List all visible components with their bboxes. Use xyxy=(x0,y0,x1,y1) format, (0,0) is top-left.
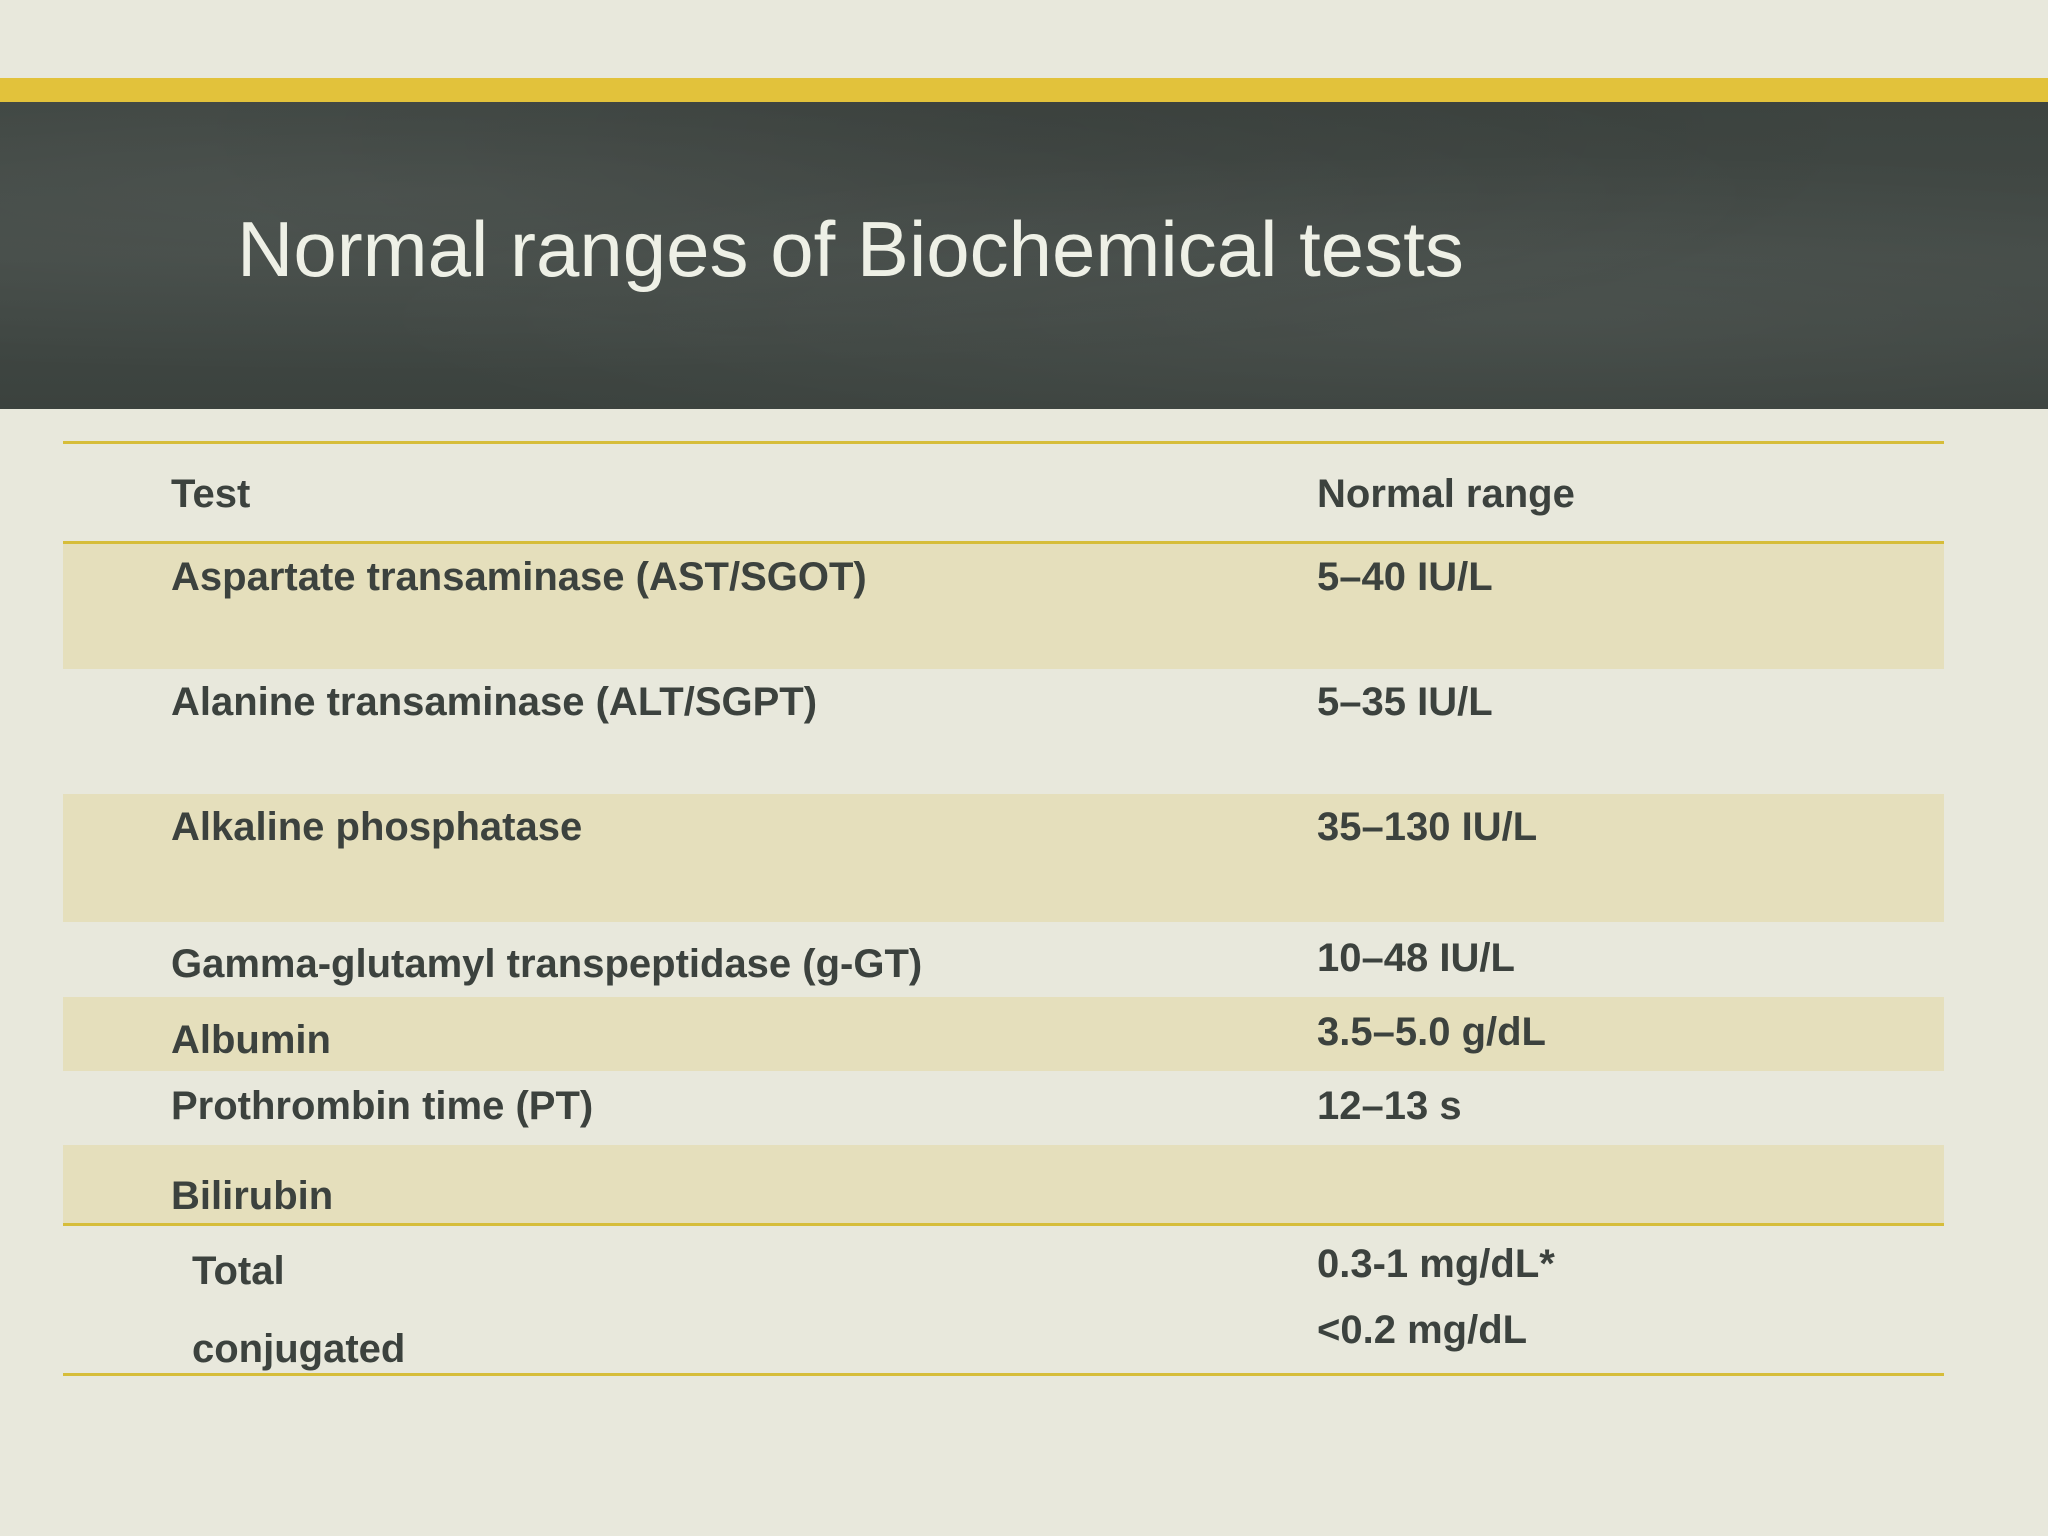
bilirubin-subrows: Total 0.3-1 mg/dL* conjugated <0.2 mg/dL xyxy=(63,1226,1944,1373)
normal-range-value: 10–48 IU/L xyxy=(1317,936,1515,980)
bilirubin-conjugated-range: <0.2 mg/dL xyxy=(1317,1308,1528,1352)
test-name: Gamma-glutamyl transpeptidase (g-GT) xyxy=(171,942,923,986)
normal-range-value: 3.5–5.0 g/dL xyxy=(1317,1010,1546,1054)
bilirubin-total-range: 0.3-1 mg/dL* xyxy=(1317,1242,1555,1286)
test-name: Prothrombin time (PT) xyxy=(171,1084,594,1128)
normal-range-value: 5–40 IU/L xyxy=(1317,555,1493,599)
test-name: Bilirubin xyxy=(171,1174,334,1218)
table-row: Alanine transaminase (ALT/SGPT) 5–35 IU/… xyxy=(63,669,1944,794)
bilirubin-divider xyxy=(63,1223,1944,1226)
table-row: Gamma-glutamyl transpeptidase (g-GT) 10–… xyxy=(63,922,1944,997)
column-header-test: Test xyxy=(171,472,251,516)
table-row: Bilirubin xyxy=(63,1145,1944,1223)
test-name: Aspartate transaminase (AST/SGOT) xyxy=(171,555,867,599)
normal-range-value: 12–13 s xyxy=(1317,1084,1462,1128)
table-header-row: Test Normal range xyxy=(63,444,1944,541)
header-divider xyxy=(63,541,1944,544)
table-top-rule xyxy=(63,441,1944,444)
table-bottom-rule xyxy=(63,1373,1944,1376)
bilirubin-total-label: Total xyxy=(192,1249,285,1293)
column-header-normal-range: Normal range xyxy=(1317,472,1575,516)
accent-bar xyxy=(0,78,2048,102)
table-row: Prothrombin time (PT) 12–13 s xyxy=(63,1071,1944,1145)
bilirubin-conjugated-label: conjugated xyxy=(192,1327,406,1371)
title-band xyxy=(0,102,2048,409)
test-name: Alkaline phosphatase xyxy=(171,805,583,849)
table-row: Alkaline phosphatase 35–130 IU/L xyxy=(63,794,1944,922)
slide-title: Normal ranges of Biochemical tests xyxy=(237,205,1464,293)
normal-range-value: 35–130 IU/L xyxy=(1317,805,1538,849)
table-row: Aspartate transaminase (AST/SGOT) 5–40 I… xyxy=(63,544,1944,669)
normal-range-value: 5–35 IU/L xyxy=(1317,680,1493,724)
test-name: Alanine transaminase (ALT/SGPT) xyxy=(171,680,818,724)
table-row: Albumin 3.5–5.0 g/dL xyxy=(63,997,1944,1071)
test-name: Albumin xyxy=(171,1018,331,1062)
